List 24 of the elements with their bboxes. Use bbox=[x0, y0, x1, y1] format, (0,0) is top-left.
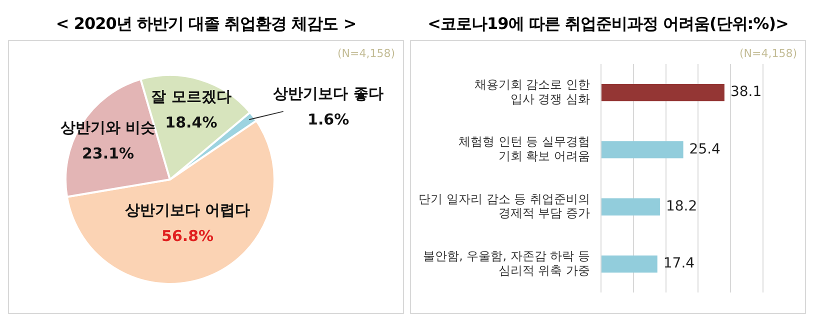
data-label: 18.2 bbox=[666, 198, 698, 215]
data-label: 1.6% bbox=[308, 110, 350, 128]
chart-title: <코로나19에 따른 취업준비과정 어려움(단위:%)> bbox=[426, 13, 790, 35]
y-tick-label: 채용기회 감소로 인한 입사 경쟁 심화 bbox=[474, 78, 590, 106]
y-tick-label: 단기 일자리 감소 등 취업준비의 경제적 부담 증가 bbox=[418, 192, 590, 220]
data-label: 17.4 bbox=[663, 256, 695, 272]
bar bbox=[602, 255, 658, 273]
slice-label: 상반기보다 좋다 bbox=[273, 84, 384, 102]
data-label: 18.4% bbox=[165, 113, 218, 132]
slice-label: 상반기와 비슷 bbox=[60, 118, 156, 137]
y-tick-label: 불안함, 우울함, 자존감 하락 등 심리적 위축 가중 bbox=[423, 248, 590, 278]
bar bbox=[602, 84, 724, 102]
text: (N=4,158) bbox=[337, 47, 395, 60]
slice-label: 잘 모르겠다 bbox=[151, 87, 232, 106]
data-label: 23.1% bbox=[82, 144, 134, 163]
bar bbox=[602, 198, 660, 216]
slice-label: 상반기보다 어렵다 bbox=[124, 201, 250, 220]
chart-title: < 2020년 하반기 대졸 취업환경 체감도 > bbox=[54, 13, 358, 35]
y-tick-label: 체험형 인턴 등 실무경험 기회 확보 어려움 bbox=[458, 134, 590, 164]
data-label: 25.4 bbox=[689, 141, 721, 158]
data-label: 38.1 bbox=[730, 84, 762, 100]
text: (N=4,158) bbox=[739, 47, 797, 60]
bar bbox=[602, 141, 684, 158]
data-label: 56.8% bbox=[162, 227, 214, 246]
